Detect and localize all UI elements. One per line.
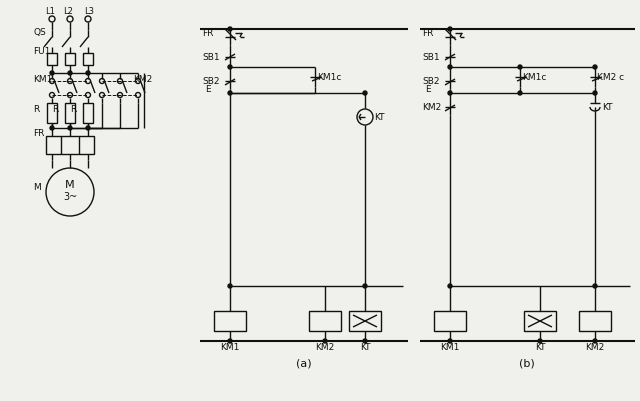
Circle shape [50,126,54,130]
Circle shape [593,284,597,288]
Text: R: R [33,105,39,113]
Circle shape [538,339,542,343]
Text: L1: L1 [45,8,55,16]
Circle shape [68,126,72,130]
Text: KM2 c: KM2 c [597,73,624,81]
Circle shape [228,27,232,31]
Text: KT: KT [374,113,385,122]
Bar [83,103,93,123]
Text: (a): (a) [296,358,312,368]
Bar [47,53,57,65]
Text: KM2: KM2 [316,342,335,352]
Bar [579,311,611,331]
Text: KM1: KM1 [440,342,460,352]
Text: 3~: 3~ [63,192,77,202]
Bar [47,103,57,123]
Circle shape [86,71,90,75]
Circle shape [593,91,597,95]
Text: E: E [205,85,211,93]
Text: FR: FR [202,28,213,38]
Text: KM2: KM2 [422,103,441,111]
Circle shape [518,65,522,69]
Text: E: E [425,85,431,93]
Bar [524,311,556,331]
Circle shape [50,71,54,75]
Text: L2: L2 [63,8,73,16]
Circle shape [448,339,452,343]
Text: R: R [52,105,58,113]
Circle shape [593,339,597,343]
Text: KM1c: KM1c [317,73,341,81]
Text: FU1: FU1 [33,47,51,55]
Text: KT: KT [360,342,371,352]
Bar [83,53,93,65]
Circle shape [448,91,452,95]
Text: KM1c: KM1c [522,73,547,81]
Text: KM1: KM1 [220,342,240,352]
Text: FR: FR [33,130,44,138]
Text: SB1: SB1 [202,53,220,61]
Bar [434,311,466,331]
Circle shape [68,71,72,75]
Circle shape [448,284,452,288]
Circle shape [593,65,597,69]
Circle shape [228,339,232,343]
Bar [309,311,341,331]
Circle shape [323,339,327,343]
Text: L3: L3 [84,8,94,16]
Bar [65,53,75,65]
Bar [46,136,94,154]
Circle shape [228,91,232,95]
Text: (b): (b) [519,358,535,368]
Circle shape [518,91,522,95]
Circle shape [448,27,452,31]
Bar [214,311,246,331]
Text: KM2: KM2 [586,342,605,352]
Circle shape [448,65,452,69]
Circle shape [228,284,232,288]
Text: SB2: SB2 [202,77,220,85]
Text: R: R [70,105,76,113]
Text: FR: FR [422,28,433,38]
Circle shape [86,126,90,130]
Bar [349,311,381,331]
Text: KM1: KM1 [33,75,52,83]
Text: M: M [65,180,75,190]
Text: KM2: KM2 [133,75,152,83]
Circle shape [363,339,367,343]
Text: KT: KT [535,342,545,352]
Text: SB1: SB1 [422,53,440,61]
Text: M: M [33,182,41,192]
Circle shape [363,91,367,95]
Text: QS: QS [33,28,45,38]
Text: KT: KT [602,103,612,111]
Bar [65,103,75,123]
Circle shape [228,65,232,69]
Circle shape [363,284,367,288]
Text: SB2: SB2 [422,77,440,85]
